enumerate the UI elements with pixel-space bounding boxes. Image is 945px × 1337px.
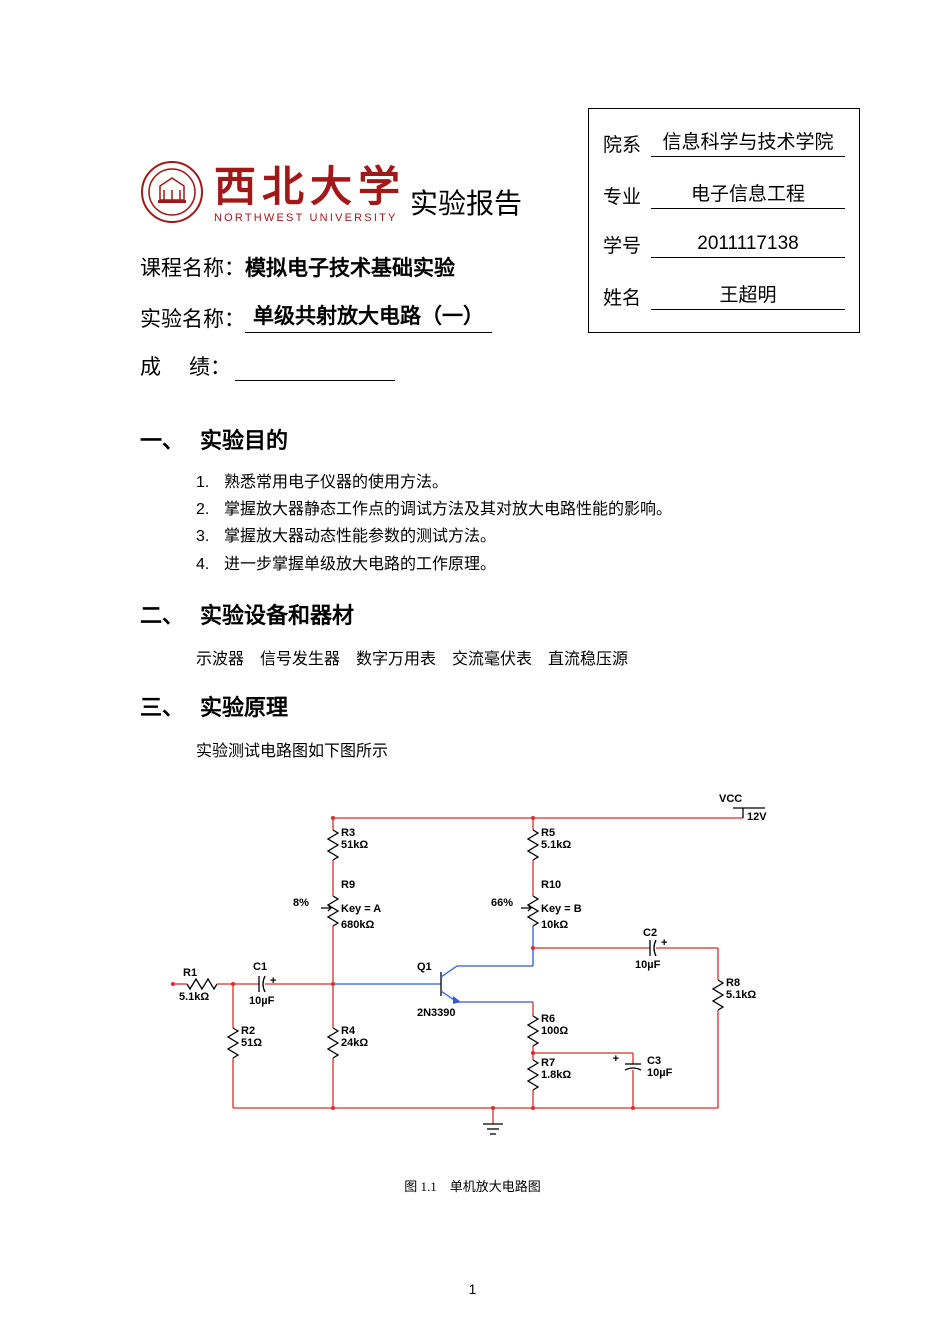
university-name-cn: 西北大学 (214, 167, 406, 209)
university-name-en: NORTHWEST UNIVERSITY (214, 212, 406, 224)
info-value: 电子信息工程 (651, 179, 845, 209)
lab-report-page: 院系 信息科学与技术学院 专业 电子信息工程 学号 2011117138 姓名 … (0, 0, 945, 1195)
section-2-title: 二、实验设备和器材 (140, 598, 805, 630)
principle-text: 实验测试电路图如下图所示 (140, 736, 805, 768)
info-row-id: 学号 2011117138 (603, 231, 845, 258)
r5-label: R5 (541, 827, 555, 839)
info-label: 姓名 (603, 283, 651, 310)
r8-value: 5.1kΩ (726, 989, 756, 1001)
r1-value: 5.1kΩ (179, 991, 209, 1003)
svg-text:+: + (661, 937, 667, 949)
objective-item: 熟悉常用电子仪器的使用方法。 (196, 469, 805, 496)
info-value: 王超明 (651, 280, 845, 310)
section-1-text: 实验目的 (200, 428, 288, 453)
university-logo-icon (140, 160, 204, 224)
report-title-label: 实验报告 (410, 182, 522, 222)
r1-label: R1 (183, 967, 197, 979)
equipment-list: 示波器 信号发生器 数字万用表 交流毫伏表 直流稳压源 (140, 644, 805, 676)
experiment-label: 实验名称： (140, 303, 245, 333)
r10-key: Key = B (541, 903, 582, 915)
vcc-value: 12V (747, 811, 767, 823)
info-row-dept: 院系 信息科学与技术学院 (603, 127, 845, 157)
circuit-svg: VCC 12V R3 51kΩ R9 8% Key = A 680kΩ R5 5… (163, 788, 783, 1168)
r3-value: 51kΩ (341, 839, 368, 851)
objectives-list: 熟悉常用电子仪器的使用方法。 掌握放大器静态工作点的调试方法及其对放大电路性能的… (140, 469, 805, 578)
info-value: 信息科学与技术学院 (651, 127, 845, 157)
c1-value: 10µF (249, 995, 275, 1007)
r5-value: 5.1kΩ (541, 839, 571, 851)
section-3-title: 三、实验原理 (140, 690, 805, 722)
score-label-2: 绩： (189, 351, 231, 381)
c3-value: 10µF (647, 1067, 673, 1079)
score-line: 成 绩： (140, 351, 805, 381)
r7-label: R7 (541, 1057, 555, 1069)
svg-text:+: + (612, 1053, 618, 1065)
r4-value: 24kΩ (341, 1037, 368, 1049)
r3-label: R3 (341, 827, 355, 839)
q1-label: Q1 (417, 961, 432, 973)
c2-value: 10µF (635, 959, 661, 971)
course-label: 课程名称： (140, 252, 245, 282)
r2-value: 51Ω (241, 1037, 262, 1049)
objective-item: 掌握放大器静态工作点的调试方法及其对放大电路性能的影响。 (196, 496, 805, 523)
objective-item: 掌握放大器动态性能参数的测试方法。 (196, 523, 805, 550)
section-1-title: 一、实验目的 (140, 423, 805, 455)
experiment-value: 单级共射放大电路（一） (245, 300, 492, 333)
c3-label: C3 (647, 1055, 661, 1067)
section-2-text: 实验设备和器材 (200, 603, 354, 628)
figure-caption: 图 1.1 单机放大电路图 (163, 1176, 783, 1195)
score-label-1: 成 (140, 351, 189, 381)
r2-label: R2 (241, 1025, 255, 1037)
section-2-num: 二、 (140, 598, 200, 630)
circuit-diagram: VCC 12V R3 51kΩ R9 8% Key = A 680kΩ R5 5… (163, 788, 783, 1195)
info-row-name: 姓名 王超明 (603, 280, 845, 310)
student-info-box: 院系 信息科学与技术学院 专业 电子信息工程 学号 2011117138 姓名 … (588, 108, 860, 333)
r9-percent: 8% (293, 897, 309, 909)
c1-label: C1 (253, 961, 267, 973)
r9-value: 680kΩ (341, 919, 374, 931)
svg-text:+: + (270, 975, 276, 987)
info-row-major: 专业 电子信息工程 (603, 179, 845, 209)
r7-value: 1.8kΩ (541, 1069, 571, 1081)
r10-value: 10kΩ (541, 919, 568, 931)
info-value: 2011117138 (651, 233, 845, 258)
r10-label: R10 (541, 879, 561, 891)
info-label: 院系 (603, 130, 651, 157)
r10-percent: 66% (491, 897, 513, 909)
r8-label: R8 (726, 977, 740, 989)
section-3-num: 三、 (140, 690, 200, 722)
q1-value: 2N3390 (417, 1007, 456, 1019)
section-1-num: 一、 (140, 423, 200, 455)
university-name: 西北大学 NORTHWEST UNIVERSITY (214, 167, 406, 224)
objective-item: 进一步掌握单级放大电路的工作原理。 (196, 551, 805, 578)
r9-label: R9 (341, 879, 355, 891)
r6-value: 100Ω (541, 1025, 568, 1037)
page-number: 1 (0, 1281, 945, 1297)
vcc-label: VCC (719, 793, 742, 805)
section-3-text: 实验原理 (200, 695, 288, 720)
r6-label: R6 (541, 1013, 555, 1025)
course-value: 模拟电子技术基础实验 (245, 252, 455, 282)
c2-label: C2 (643, 927, 657, 939)
r4-label: R4 (341, 1025, 356, 1037)
info-label: 专业 (603, 182, 651, 209)
r9-key: Key = A (341, 903, 381, 915)
score-blank (235, 380, 395, 381)
info-label: 学号 (603, 231, 651, 258)
